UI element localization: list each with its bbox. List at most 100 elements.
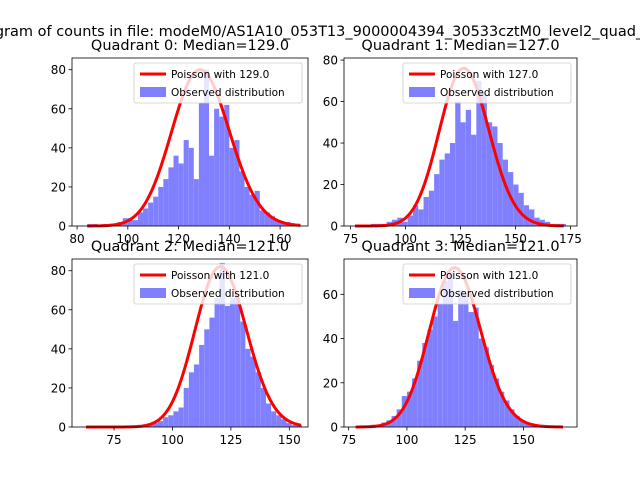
legend-patch-swatch: [140, 288, 166, 298]
histogram-bar: [219, 262, 225, 427]
histogram-bar: [148, 202, 154, 226]
histogram-bar: [203, 69, 210, 226]
histogram-bar: [188, 147, 194, 226]
legend-patch-swatch: [409, 87, 435, 97]
histogram-bar: [434, 174, 440, 226]
histogram-bar: [147, 425, 153, 427]
subplot-title: Quadrant 3: Median=121.0: [361, 239, 559, 255]
histogram-bar: [412, 378, 418, 427]
histogram-bar: [163, 179, 169, 226]
histogram-bar: [286, 423, 292, 427]
x-tick-label: 100: [395, 433, 418, 447]
histogram-bar: [214, 108, 220, 226]
x-tick-label: 125: [454, 433, 477, 447]
histogram-bar: [478, 338, 484, 427]
histogram-bar: [280, 222, 286, 226]
histogram-bar: [244, 186, 250, 226]
subplots-grid: Quadrant 0: Median=129.0 80 100 120 140 160 0 2…: [51, 38, 582, 447]
histogram-bar: [239, 171, 245, 226]
histogram-bar: [291, 425, 297, 427]
histogram-bar: [465, 109, 472, 226]
y-tick-label: 40: [323, 137, 338, 151]
subplot-title: Quadrant 2: Median=121.0: [91, 239, 289, 255]
y-tick-label: 20: [323, 376, 338, 390]
histogram-bar: [449, 143, 456, 226]
y-tick-label: 60: [323, 95, 338, 109]
subplot-2: Quadrant 2: Median=121.0 75 100 125 150 0 20 40…: [51, 239, 309, 447]
histogram-bar: [504, 400, 510, 427]
histogram-bar: [437, 303, 443, 427]
histogram-bar: [473, 307, 479, 427]
y-tick-label: 60: [323, 288, 338, 302]
histogram-bar: [453, 320, 459, 427]
histogram-bar: [418, 209, 424, 226]
histogram-bar: [468, 312, 474, 427]
histogram-bar: [427, 329, 433, 427]
histogram-bar: [492, 126, 498, 226]
subplot-3: Quadrant 3: Median=121.0 75 100 125 150 0 20 40…: [323, 239, 578, 447]
histogram-bar: [447, 272, 454, 427]
histogram-bar: [502, 159, 508, 226]
y-tick-label: 0: [330, 421, 338, 435]
legend-box: [133, 62, 303, 104]
histogram-bar: [276, 415, 282, 427]
histogram-bar: [209, 317, 215, 427]
histogram-bar: [406, 391, 413, 427]
histogram-bar: [178, 407, 184, 427]
x-tick-label: 120: [167, 232, 190, 246]
subplot-0: Quadrant 0: Median=129.0 80 100 120 140 160 0 2…: [51, 38, 309, 246]
legend-patch-swatch: [409, 288, 435, 298]
legend-label-observed: Observed distribution: [171, 288, 285, 300]
histogram-bar: [486, 122, 493, 226]
histogram-bar: [396, 409, 402, 427]
histogram-bar: [422, 343, 428, 427]
axes-frame: [71, 258, 309, 428]
histogram-bar: [417, 360, 423, 427]
y-tick-label: 0: [58, 421, 66, 435]
histogram-bar: [152, 423, 158, 427]
x-tick-label: 80: [69, 232, 84, 246]
histogram-bar: [260, 387, 266, 427]
legend-label-poisson: Poisson with 129.0: [171, 69, 269, 81]
histogram-bar: [509, 409, 515, 427]
histogram-bar: [163, 417, 169, 427]
histogram-bar: [497, 143, 503, 226]
histogram-bar: [488, 365, 495, 427]
y-tick-label: 40: [51, 141, 66, 155]
histogram-bar: [463, 294, 469, 427]
y-tick-label: 60: [51, 102, 66, 116]
subplot-title: Quadrant 0: Median=129.0: [91, 38, 289, 54]
histogram-bar: [193, 179, 199, 226]
histogram-bar: [519, 420, 525, 427]
x-tick-label: 150: [278, 433, 301, 447]
histogram-bar: [523, 205, 530, 226]
legend-patch-swatch: [140, 87, 166, 97]
x-tick-label: 75: [341, 433, 356, 447]
histogram-bar: [183, 140, 189, 226]
y-tick-label: 60: [51, 303, 66, 317]
histogram-bar: [401, 396, 407, 427]
histogram-bar: [529, 209, 535, 226]
histogram-bar: [199, 344, 205, 427]
histogram-bar: [224, 104, 230, 226]
x-tick-label: 100: [116, 232, 139, 246]
histogram-bar: [235, 298, 241, 427]
histogram-bar: [132, 220, 138, 226]
x-tick-label: 125: [219, 433, 242, 447]
histogram-bar: [481, 93, 487, 226]
histogram-bar: [391, 415, 397, 427]
figure-suptitle: Histogram of counts in file: modeM0/AS1A…: [0, 24, 640, 40]
histogram-bar: [173, 155, 179, 226]
histogram-bar: [245, 348, 251, 427]
histogram-bar: [269, 216, 276, 226]
x-tick-label: 125: [449, 232, 472, 246]
subplot-1: Quadrant 1: Median=127.0 75 100 125 150 175 0 2…: [323, 38, 582, 246]
histogram-bar: [178, 163, 184, 226]
x-tick-label: 160: [269, 232, 292, 246]
histogram-bar: [432, 316, 438, 427]
histogram-bar: [471, 134, 477, 226]
legend-box: [402, 62, 572, 104]
y-tick-label: 40: [323, 332, 338, 346]
y-tick-label: 80: [323, 54, 338, 68]
histogram-bar: [271, 411, 277, 427]
